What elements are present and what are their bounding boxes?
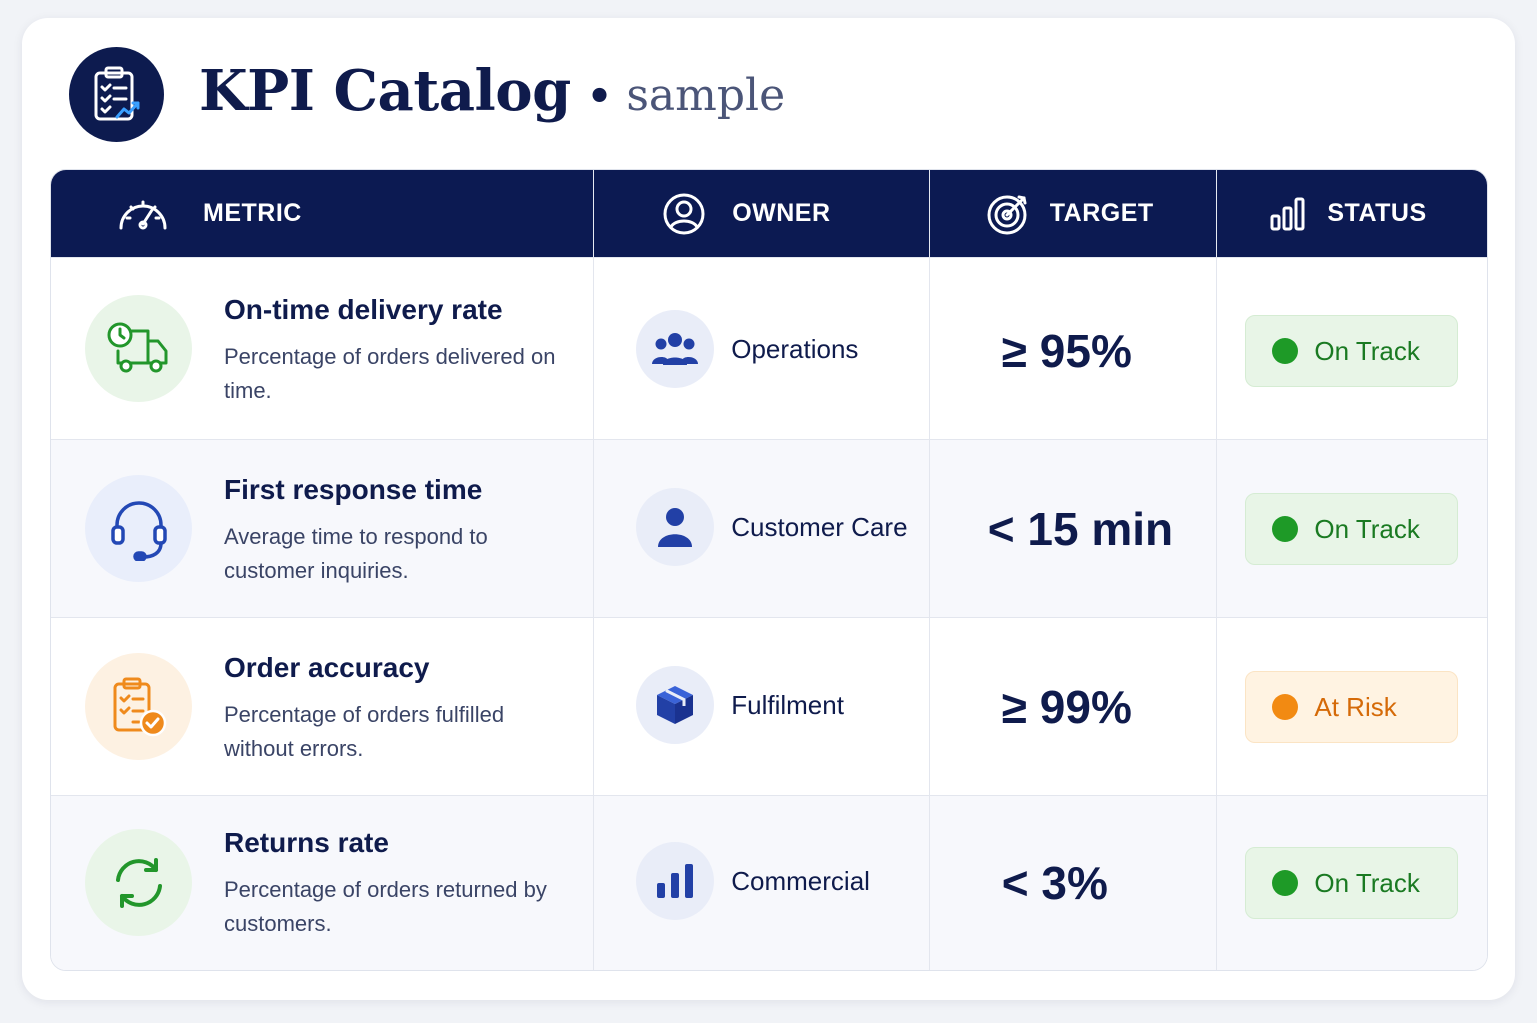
metric-icon-badge <box>85 475 192 582</box>
status-cell: On Track <box>1217 796 1487 970</box>
target-cell: < 3% <box>930 796 1218 970</box>
status-badge: On Track <box>1245 315 1459 387</box>
status-label: On Track <box>1314 867 1420 898</box>
status-dot <box>1272 870 1299 896</box>
metric-icon-badge <box>85 653 192 760</box>
metric-icon-badge <box>85 295 192 402</box>
status-dot <box>1272 516 1299 542</box>
target-cell: ≥ 99% <box>930 618 1218 795</box>
metric-icon-badge <box>85 829 192 936</box>
status-badge: On Track <box>1245 847 1459 919</box>
metric-cell: Returns rate Percentage of orders return… <box>51 796 595 970</box>
metric-name: Returns rate <box>224 827 389 858</box>
bar-chart-icon <box>1270 197 1305 230</box>
table-row[interactable]: Returns rate Percentage of orders return… <box>51 795 1487 970</box>
metric-cell: On-time delivery rate Percentage of orde… <box>51 258 595 439</box>
column-label: STATUS <box>1327 199 1427 227</box>
metric-name: Order accuracy <box>224 652 430 683</box>
person-icon <box>658 508 693 547</box>
logo <box>69 47 164 142</box>
owner-icon-badge <box>636 666 715 744</box>
metric-cell: Order accuracy Percentage of orders fulf… <box>51 618 595 795</box>
status-cell: On Track <box>1217 440 1487 617</box>
owner-cell: Fulfilment <box>594 618 930 795</box>
target-value: ≥ 95% <box>1001 325 1132 377</box>
table-row[interactable]: First response time Average time to resp… <box>51 439 1487 617</box>
status-badge: At Risk <box>1245 671 1459 743</box>
owner-icon-badge <box>636 310 715 388</box>
table-row[interactable]: On-time delivery rate Percentage of orde… <box>51 257 1487 439</box>
owner-icon-badge <box>636 842 715 920</box>
status-dot <box>1272 694 1299 720</box>
owner-cell: Operations <box>594 258 930 439</box>
owner-icon-badge <box>636 488 715 566</box>
column-header-metric[interactable]: METRIC <box>51 170 595 257</box>
owner-name: Operations <box>731 334 859 364</box>
column-label: METRIC <box>203 199 302 227</box>
target-value: < 3% <box>1001 857 1108 909</box>
metric-name: On-time delivery rate <box>224 294 503 325</box>
status-label: At Risk <box>1314 691 1397 722</box>
kpi-table: METRIC OWNER TARGET STATUS <box>50 169 1488 971</box>
delivery-truck-clock-icon <box>107 322 167 372</box>
team-icon <box>652 333 699 365</box>
column-label: OWNER <box>732 199 831 227</box>
owner-name: Fulfilment <box>731 690 844 720</box>
column-header-status[interactable]: STATUS <box>1217 170 1487 257</box>
headset-icon <box>110 500 167 561</box>
status-label: On Track <box>1314 513 1420 544</box>
gauge-icon <box>119 200 167 229</box>
title-separator: • <box>586 73 613 120</box>
owner-name: Commercial <box>731 866 870 896</box>
target-cell: < 15 min <box>930 440 1218 617</box>
bar-chart-icon <box>657 864 694 898</box>
target-icon <box>987 195 1027 234</box>
table-header: METRIC OWNER TARGET STATUS <box>51 170 1487 257</box>
box-icon <box>657 686 694 724</box>
target-value: ≥ 99% <box>1001 681 1132 733</box>
target-value: < 15 min <box>987 503 1174 555</box>
status-dot <box>1272 338 1299 364</box>
status-cell: On Track <box>1217 258 1487 439</box>
refresh-arrows-icon <box>115 857 162 908</box>
user-circle-icon <box>663 193 705 234</box>
owner-cell: Customer Care <box>594 440 930 617</box>
table-row[interactable]: Order accuracy Percentage of orders fulf… <box>51 617 1487 795</box>
page-subtitle: sample <box>626 70 786 121</box>
page-title: KPI Catalog <box>199 58 571 124</box>
column-header-owner[interactable]: OWNER <box>594 170 930 257</box>
metric-cell: First response time Average time to resp… <box>51 440 595 617</box>
column-label: TARGET <box>1049 199 1154 227</box>
column-header-target[interactable]: TARGET <box>930 170 1218 257</box>
metric-description: Percentage of orders delivered on time. <box>224 344 556 403</box>
metric-description: Average time to respond to customer inqu… <box>224 524 488 583</box>
target-cell: ≥ 95% <box>930 258 1218 439</box>
status-label: On Track <box>1314 335 1420 366</box>
metric-description: Percentage of orders returned by custome… <box>224 877 547 936</box>
status-badge: On Track <box>1245 493 1459 565</box>
clipboard-check-icon <box>113 677 166 736</box>
metric-description: Percentage of orders fulfilled without e… <box>224 702 505 761</box>
page-header: KPI Catalog • sample <box>199 58 785 138</box>
metric-name: First response time <box>224 474 483 505</box>
status-cell: At Risk <box>1217 618 1487 795</box>
owner-cell: Commercial <box>594 796 930 970</box>
owner-name: Customer Care <box>731 512 908 542</box>
clipboard-chart-icon <box>94 66 139 120</box>
